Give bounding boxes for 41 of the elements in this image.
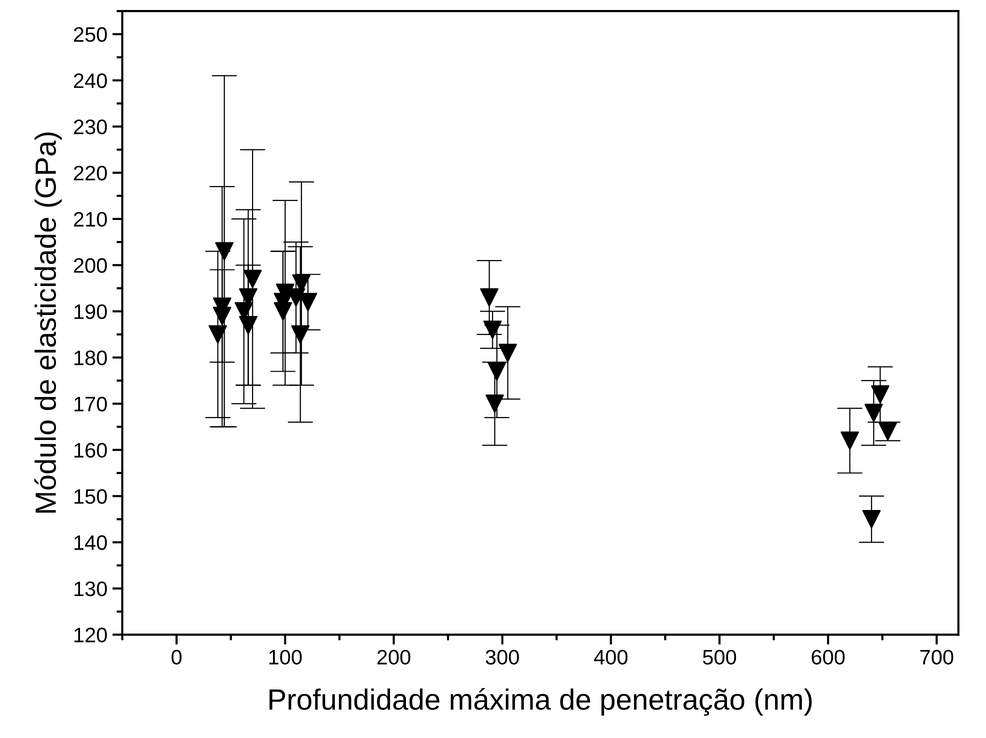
point — [840, 431, 860, 450]
point — [878, 422, 898, 441]
point — [274, 302, 292, 321]
point — [212, 306, 232, 326]
y-tick-label: 220 — [74, 166, 107, 180]
point — [215, 242, 234, 260]
point — [488, 362, 506, 381]
y-tick-label: 190 — [74, 304, 107, 320]
point — [486, 394, 504, 413]
x-tick-label: 400 — [594, 650, 628, 665]
y-tick-label: 200 — [74, 258, 107, 273]
x-tick-label: 600 — [812, 650, 845, 665]
point — [498, 344, 517, 362]
y-tick-label: 170 — [74, 396, 107, 412]
y-tick-label: 210 — [74, 212, 107, 227]
y-tick-label: 230 — [74, 120, 107, 134]
y-tick-label: 240 — [74, 73, 107, 88]
point — [291, 325, 310, 344]
x-axis-title: Profundidade máxima de penetração (nm) — [270, 688, 812, 716]
point — [864, 404, 883, 422]
point — [862, 510, 881, 528]
y-tick-label: 160 — [74, 442, 107, 458]
y-axis-title: Módulo de elasticidade (GPa) — [34, 132, 62, 513]
y-tick-label: 130 — [74, 581, 107, 596]
x-tick-label: 500 — [702, 650, 736, 665]
point — [243, 270, 262, 288]
y-tick-label: 120 — [74, 628, 107, 642]
x-tick-label: 700 — [920, 650, 954, 665]
y-tick-label: 180 — [74, 350, 107, 366]
x-tick-label: 300 — [486, 650, 519, 665]
point — [480, 288, 498, 307]
point — [483, 320, 502, 340]
point — [239, 316, 258, 334]
x-tick-label: 100 — [269, 650, 302, 665]
point — [871, 385, 890, 404]
y-tick-label: 140 — [74, 535, 107, 550]
x-tick-label: 0 — [172, 650, 182, 665]
y-tick-label: 150 — [74, 489, 107, 504]
x-tick-label: 200 — [377, 650, 410, 665]
point — [208, 325, 228, 344]
y-tick-label: 250 — [74, 27, 107, 42]
